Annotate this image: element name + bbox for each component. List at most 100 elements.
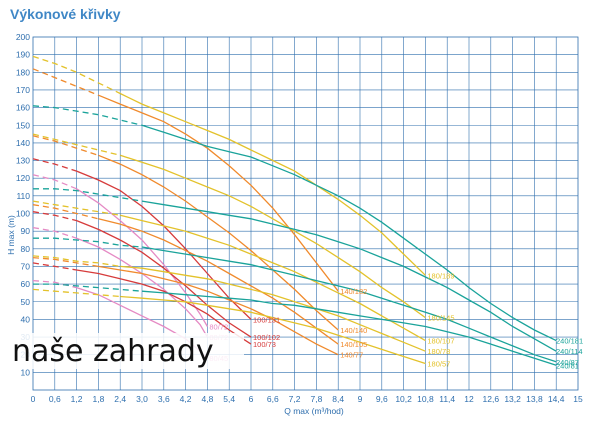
series-label: 180/78 <box>427 347 450 356</box>
series-line <box>76 269 252 345</box>
series-line <box>76 219 252 338</box>
series-100-73 <box>32 262 252 345</box>
series-240-81 <box>33 283 557 366</box>
series-label: 240/114 <box>556 347 583 356</box>
series-180-107 <box>32 200 426 342</box>
series-line-dashed <box>32 133 121 156</box>
watermark-text: naše zahrady <box>12 334 214 369</box>
series-240-181 <box>32 105 557 342</box>
series-140-182 <box>32 68 339 292</box>
series-label: 140/182 <box>340 287 367 296</box>
series-140-140 <box>32 135 339 331</box>
y-tick-label: 130 <box>16 156 30 166</box>
series-label: 180/57 <box>427 360 450 369</box>
series-line <box>98 94 339 292</box>
series-line <box>141 200 557 352</box>
series-line-dashed <box>33 237 143 248</box>
series-label: 240/87 <box>556 358 579 367</box>
x-tick-label: 14,4 <box>548 394 565 404</box>
series-label: 180/107 <box>427 337 454 346</box>
series-180-57 <box>32 288 426 365</box>
y-tick-label: 110 <box>16 191 30 201</box>
x-tick-label: 4,2 <box>180 394 192 404</box>
series-label: 240/81 <box>556 361 579 370</box>
series-line-dashed <box>32 226 77 239</box>
y-axis-label: H max (m) <box>6 215 16 255</box>
y-tick-label: 170 <box>16 85 30 95</box>
series-line-dashed <box>32 255 121 268</box>
x-tick-label: 5,4 <box>223 394 235 404</box>
series-180-78 <box>32 255 426 352</box>
x-tick-label: 2,4 <box>114 394 126 404</box>
x-tick-label: 0,6 <box>49 394 61 404</box>
x-tick-label: 3,6 <box>158 394 170 404</box>
series-line <box>141 290 557 366</box>
y-tick-label: 160 <box>16 103 30 113</box>
y-tick-label: 80 <box>21 244 31 254</box>
series-line-dashed <box>32 211 77 222</box>
series-line <box>98 265 339 356</box>
x-tick-label: 11,4 <box>439 394 455 404</box>
x-tick-label: 0 <box>31 394 36 404</box>
series-label: 180/189 <box>427 271 454 280</box>
x-tick-label: 7,2 <box>289 394 301 404</box>
series-label: 100/131 <box>253 315 280 324</box>
x-axis-label: Q max (m³/hod) <box>284 406 344 416</box>
y-tick-label: 10 <box>21 367 31 377</box>
y-tick-label: 50 <box>21 297 31 307</box>
series-100-102 <box>32 211 252 338</box>
series-line <box>120 295 426 365</box>
y-tick-label: 180 <box>16 67 30 77</box>
x-tick-label: 6,6 <box>267 394 279 404</box>
series-label: 140/77 <box>340 351 363 360</box>
series-line <box>141 246 557 363</box>
y-tick-label: 100 <box>16 209 30 219</box>
axis-ticks: 0 0,6 1,2 1,8 2,4 3,0 3,6 4,2 4,8 5,4 6 6,6 7,2 7,8 8,… <box>16 32 583 404</box>
series-140-77 <box>32 256 339 356</box>
watermark-logo: naše zahrady <box>6 333 244 369</box>
y-tick-label: 40 <box>21 314 31 324</box>
series-line-dashed <box>32 204 99 220</box>
series-label: 140/105 <box>340 340 367 349</box>
series-label: 240/181 <box>556 337 583 346</box>
series-line <box>120 214 426 342</box>
y-tick-label: 200 <box>16 32 30 42</box>
x-tick-label: 9 <box>358 394 363 404</box>
series-140-105 <box>32 204 339 345</box>
x-tick-label: 13,2 <box>504 394 521 404</box>
x-tick-label: 10,8 <box>417 394 434 404</box>
series-line <box>120 154 426 319</box>
series-label: 140/140 <box>340 326 367 335</box>
series-line <box>76 237 208 338</box>
series-line-dashed <box>32 135 99 156</box>
y-tick-label: 70 <box>21 261 31 271</box>
series-line-dashed <box>32 158 77 172</box>
x-tick-label: 4,8 <box>201 394 213 404</box>
series-line <box>98 218 339 345</box>
series-240-114 <box>33 188 557 352</box>
series-line-dashed <box>32 256 99 268</box>
series-line-dashed <box>32 68 99 96</box>
y-tick-label: 190 <box>16 50 30 60</box>
x-tick-label: 10,2 <box>395 394 412 404</box>
series-80-72 <box>32 174 208 327</box>
series-label: 80/72 <box>209 322 228 331</box>
series-line-dashed <box>32 174 77 190</box>
series-label: 100/73 <box>253 340 276 349</box>
series-labels: 80/4580/7280/72100/73100/102100/131140/7… <box>209 271 583 370</box>
x-tick-label: 15 <box>573 394 583 404</box>
series-180-145 <box>32 133 426 319</box>
x-tick-label: 13,8 <box>526 394 543 404</box>
series-line-dashed <box>32 55 121 95</box>
y-tick-label: 90 <box>21 226 31 236</box>
y-tick-label: 150 <box>16 120 30 130</box>
series-line <box>120 265 426 352</box>
series-line-dashed <box>33 283 143 292</box>
x-tick-label: 6 <box>249 394 254 404</box>
y-tick-label: 120 <box>16 173 30 183</box>
series-line <box>76 188 208 327</box>
x-tick-label: 12 <box>464 394 474 404</box>
series-label: 180/145 <box>427 314 454 323</box>
x-tick-label: 1,2 <box>71 394 83 404</box>
